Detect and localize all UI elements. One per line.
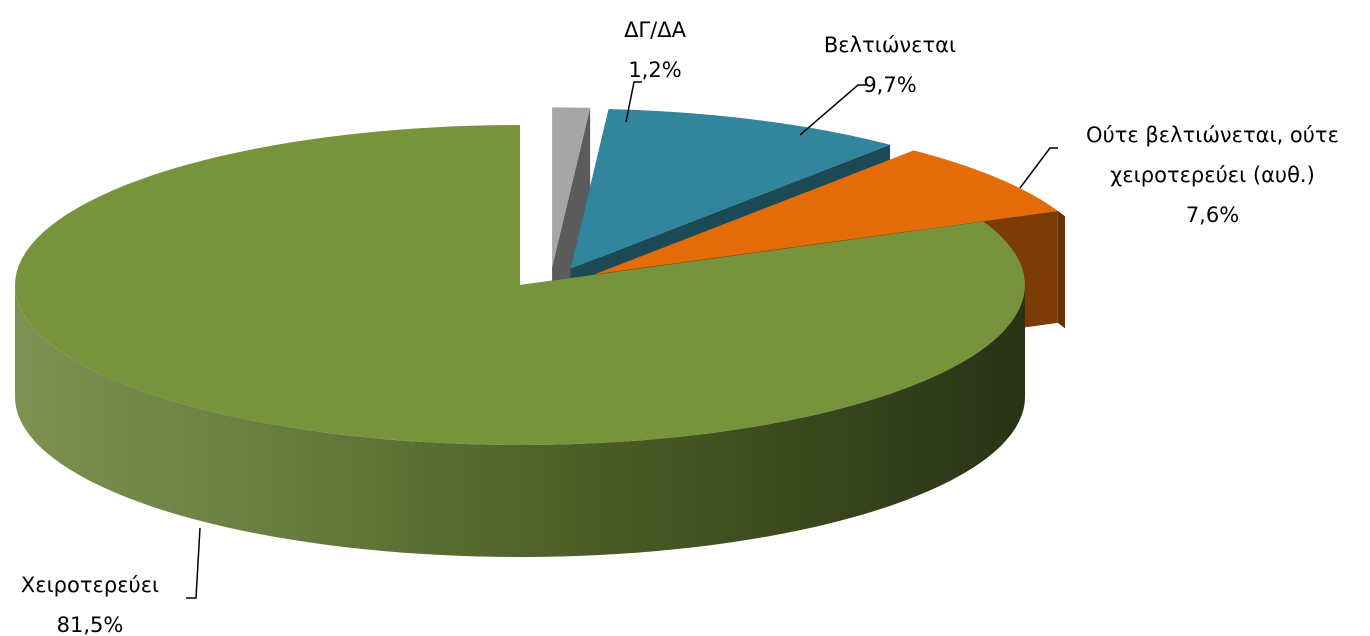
slice bbox=[570, 109, 891, 269]
leader-line bbox=[799, 84, 866, 136]
leader-line bbox=[1019, 147, 1058, 189]
label-name: ΔΓ/ΔΑ bbox=[624, 18, 686, 42]
label-name: Χειροτερεύει bbox=[20, 573, 160, 597]
data-label: ΔΓ/ΔΑ 1,2% bbox=[595, 10, 715, 90]
label-name: Ούτε βελτιώνεται, ούτε χειροτερεύει (αυθ… bbox=[1086, 123, 1339, 187]
leader-lines bbox=[186, 81, 1058, 599]
leader-line bbox=[186, 527, 201, 599]
label-name: Βελτιώνεται bbox=[823, 33, 957, 57]
data-label: Βελτιώνεται 9,7% bbox=[800, 25, 980, 105]
label-value: 9,7% bbox=[863, 73, 917, 97]
label-value: 7,6% bbox=[1185, 203, 1240, 227]
slice bbox=[594, 150, 1058, 275]
slice bbox=[15, 125, 1025, 445]
slice bbox=[552, 107, 591, 268]
slice-wall-shade bbox=[15, 285, 1025, 557]
label-value: 81,5% bbox=[56, 613, 124, 636]
leader-line bbox=[625, 81, 642, 123]
data-label: Ούτε βελτιώνεται, ούτε χειροτερεύει (αυθ… bbox=[1055, 115, 1370, 235]
data-label: Χειροτερεύει 81,5% bbox=[0, 565, 180, 636]
label-value: 1,2% bbox=[628, 58, 682, 82]
slice-wall bbox=[1057, 210, 1065, 329]
